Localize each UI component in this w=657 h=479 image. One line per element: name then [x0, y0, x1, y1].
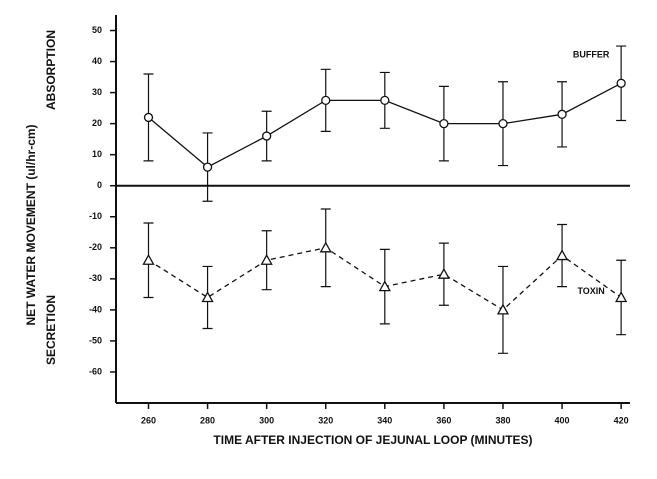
marker	[437, 267, 451, 279]
y-tick-label: 10	[92, 149, 102, 159]
marker	[262, 131, 272, 141]
y-tick-label: -10	[89, 211, 102, 221]
y-axis-label-bottom: SECRETION	[44, 295, 58, 365]
y-tick-label: 0	[97, 180, 102, 190]
y-tick-label: -40	[89, 304, 102, 314]
marker	[557, 109, 567, 119]
marker	[380, 95, 390, 106]
y-tick-label: -60	[89, 366, 102, 376]
y-tick-label: -30	[89, 273, 102, 283]
marker	[498, 118, 508, 129]
x-tick-label: 400	[555, 415, 570, 425]
series-label: BUFFER	[573, 50, 610, 60]
marker	[615, 291, 628, 303]
y-tick-label: 30	[92, 87, 102, 97]
y-tick-label: 40	[92, 56, 102, 66]
marker	[378, 280, 391, 292]
y-tick-label: 20	[92, 118, 102, 128]
x-tick-label: 380	[495, 415, 510, 425]
marker	[202, 162, 213, 172]
marker	[142, 253, 155, 265]
y-axis-label-top: ABSORPTION	[44, 30, 58, 110]
marker	[439, 118, 449, 129]
y-tick-label: -50	[89, 335, 102, 345]
y-tick-label: 50	[92, 25, 102, 35]
y-tick-label: -20	[89, 242, 102, 252]
marker	[321, 95, 331, 106]
x-tick-label: 420	[614, 415, 629, 425]
x-tick-label: 300	[259, 415, 274, 425]
x-tick-label: 260	[141, 415, 156, 425]
marker	[555, 249, 569, 261]
marker	[143, 112, 154, 123]
series-label: TOXIN	[577, 286, 604, 296]
marker	[319, 241, 332, 253]
marker	[260, 253, 273, 265]
x-tick-label: 320	[318, 415, 333, 425]
marker	[616, 78, 626, 88]
x-tick-label: 360	[436, 415, 451, 425]
marker	[201, 291, 214, 303]
x-tick-label: 340	[377, 415, 392, 425]
y-axis-label: NET WATER MOVEMENT (ul/hr-cm)	[24, 124, 38, 325]
marker	[496, 303, 510, 315]
x-tick-label: 280	[200, 415, 215, 425]
x-axis-label: TIME AFTER INJECTION OF JEJUNAL LOOP (MI…	[213, 433, 532, 447]
